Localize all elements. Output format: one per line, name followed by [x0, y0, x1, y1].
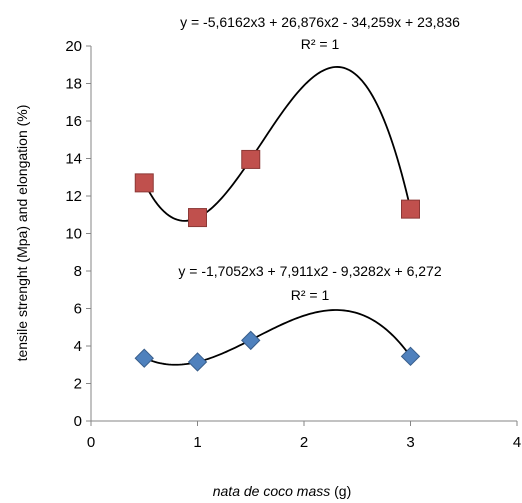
r2-label-series-2: R² = 1 [291, 287, 330, 303]
x-tick-label: 2 [300, 434, 308, 451]
marker-series-1 [401, 199, 420, 219]
data-markers [134, 149, 421, 372]
trendline-series-1 [143, 66, 412, 222]
x-tick-label: 0 [87, 434, 95, 451]
x-tick-label: 1 [193, 434, 201, 451]
marker-series-2 [187, 352, 208, 372]
y-tick-label: 6 [74, 301, 82, 318]
marker-series-2 [241, 330, 261, 351]
x-axis-title: nata de coco mass (g) [213, 483, 352, 499]
x-tick-label: 3 [406, 434, 414, 451]
x-axis-title-unit: (g) [330, 483, 351, 499]
y-tick-label: 10 [65, 226, 82, 243]
marker-series-1 [188, 208, 207, 228]
trendlines [143, 66, 412, 366]
equation-label-series-1: y = -5,6162x3 + 26,876x2 - 34,259x + 23,… [180, 14, 460, 30]
marker-series-2 [134, 348, 154, 368]
y-tick-label: 14 [65, 151, 82, 168]
x-tick-label: 4 [513, 434, 521, 451]
x-axis-title-main: nata de coco mass [213, 483, 331, 499]
y-tick-label: 0 [74, 413, 82, 430]
y-tick-label: 12 [65, 188, 82, 205]
y-tick-label: 8 [74, 263, 82, 280]
y-tick-label: 18 [65, 76, 82, 93]
axes [86, 45, 518, 426]
equation-label-series-2: y = -1,7052x3 + 7,911x2 - 9,3282x + 6,27… [178, 263, 441, 279]
y-tick-label: 2 [74, 376, 82, 393]
y-tick-label: 20 [65, 38, 82, 55]
y-tick-label: 16 [65, 113, 82, 130]
y-tick-label: 4 [74, 338, 82, 355]
trendline-series-2 [143, 309, 412, 366]
y-axis-title: tensile strenght (Mpa) and elongation (%… [14, 105, 30, 362]
marker-series-1 [134, 173, 154, 193]
r2-label-series-1: R² = 1 [301, 36, 340, 52]
marker-series-2 [400, 346, 421, 367]
marker-series-1 [241, 149, 261, 169]
